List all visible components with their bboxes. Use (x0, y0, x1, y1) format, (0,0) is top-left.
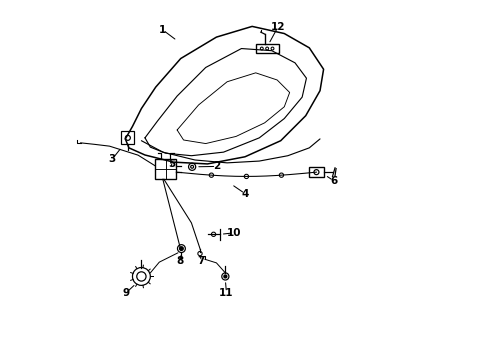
Text: 9: 9 (123, 288, 130, 297)
Text: 12: 12 (270, 22, 285, 32)
Text: 5: 5 (168, 159, 175, 169)
Text: 7: 7 (198, 256, 205, 266)
Text: 3: 3 (108, 154, 116, 164)
Text: 8: 8 (176, 256, 184, 266)
Text: 10: 10 (226, 228, 241, 238)
Text: 1: 1 (159, 25, 167, 35)
Text: 2: 2 (213, 161, 220, 171)
Text: 6: 6 (330, 176, 337, 186)
Text: 4: 4 (241, 189, 249, 199)
Text: 11: 11 (219, 288, 234, 297)
Circle shape (224, 275, 227, 278)
Circle shape (180, 247, 183, 250)
